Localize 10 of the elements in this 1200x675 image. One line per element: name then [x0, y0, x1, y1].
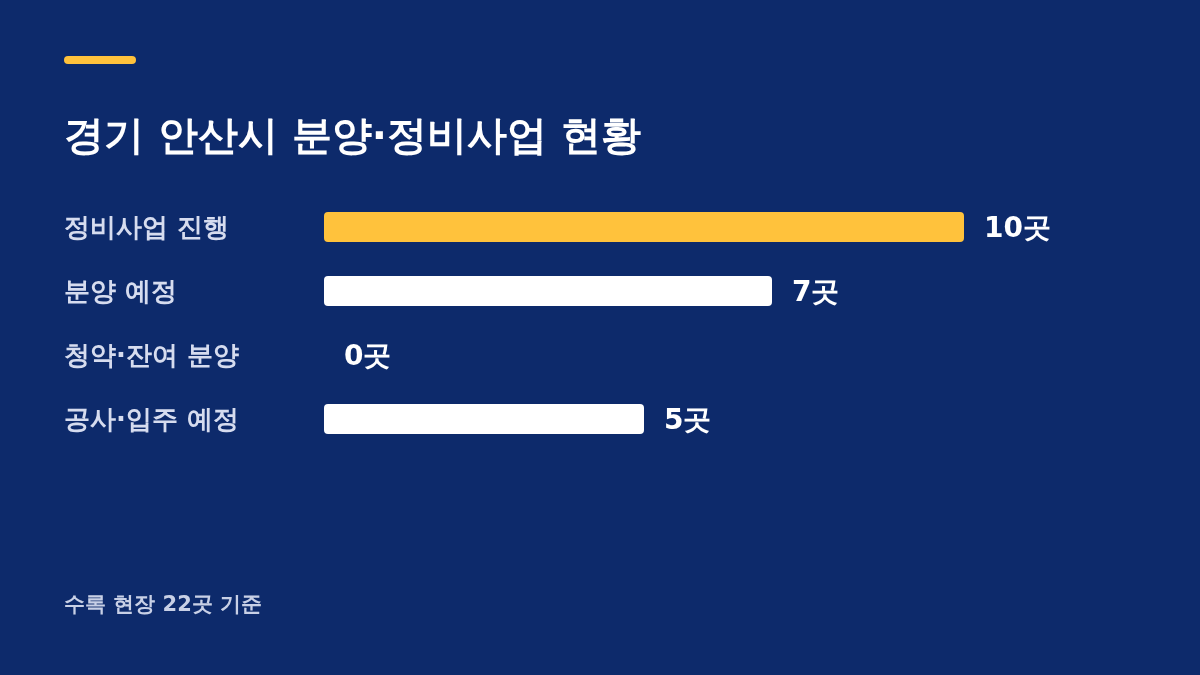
data-label: 0곳 [344, 339, 392, 372]
data-label: 10곳 [984, 211, 1051, 244]
y-tick-label: 공사·입주 예정 [64, 404, 239, 434]
chart-title: 경기 안산시 분양·정비사업 현황 [64, 111, 641, 160]
y-tick-label: 분양 예정 [64, 276, 178, 306]
y-tick-label: 정비사업 진행 [64, 212, 230, 242]
data-label: 7곳 [792, 275, 840, 308]
data-label: 5곳 [664, 403, 712, 436]
y-tick-label: 청약·잔여 분양 [64, 340, 239, 370]
text: 수록 현장 22곳 기준 [64, 591, 263, 618]
